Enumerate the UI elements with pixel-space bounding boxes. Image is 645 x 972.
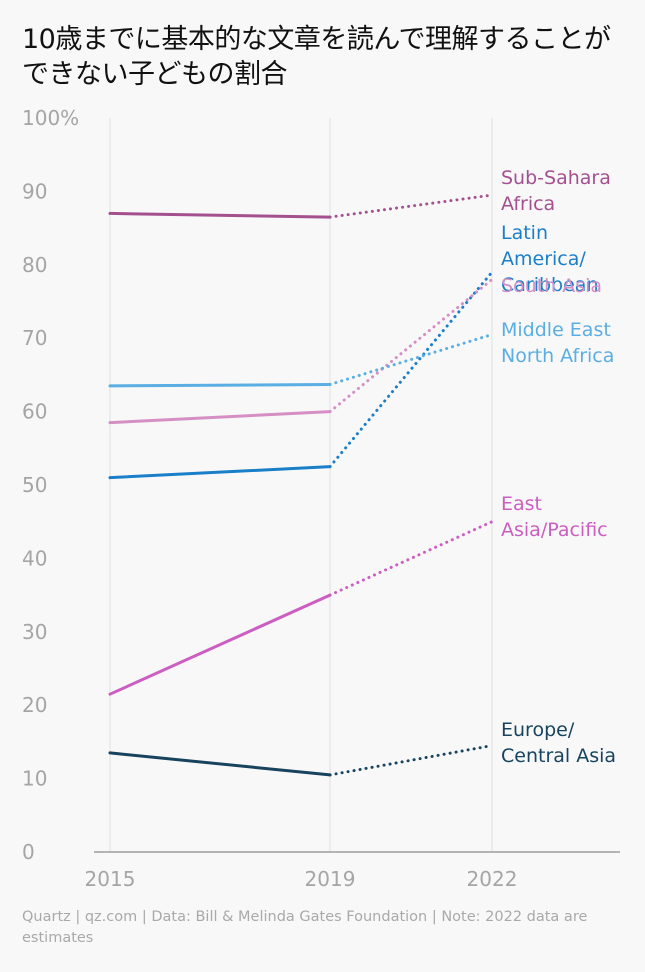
- y-tick-label: 0: [22, 840, 35, 864]
- x-tick-label: 2022: [467, 867, 518, 891]
- series-estimate-south-asia: [328, 277, 494, 414]
- y-tick-label: 60: [22, 400, 47, 424]
- y-tick-label: 90: [22, 179, 47, 203]
- x-tick-label: 2015: [85, 867, 136, 891]
- series-line-europe-central-asia: [108, 751, 332, 777]
- source-note: Quartz | qz.com | Data: Bill & Melinda G…: [22, 909, 588, 946]
- y-tick-label: 30: [22, 620, 47, 644]
- series-label-east-asia-pacific: East Asia/Pacific: [501, 493, 608, 541]
- series-labels: Sub-Sahara Africa Latin America/CaribbeanSo…: [501, 167, 616, 767]
- series-lines: [108, 193, 494, 777]
- series-estimate-latin-america-caribbean: [328, 270, 494, 469]
- y-tick-label: 70: [22, 326, 47, 350]
- series-line-middle-east-north-africa: [108, 382, 332, 388]
- y-tick-label: 20: [22, 693, 47, 717]
- chart-title: 10歳までに基本的な文章を読んで理解することができない子どもの割合: [22, 24, 611, 90]
- gridlines: [109, 118, 493, 852]
- series-estimate-europe-central-asia: [328, 744, 494, 777]
- series-line-sub-sahara-africa: [108, 211, 332, 219]
- line-chart: 0 10 20 30 40 50 60 70 80 90 100% 2015 2019 2022 Sub-…: [22, 106, 620, 891]
- series-label-sub-sahara-africa: Sub-Sahara Africa: [501, 167, 611, 215]
- series-estimate-east-asia-pacific: [328, 520, 494, 597]
- axes: 0 10 20 30 40 50 60 70 80 90 100% 2015 2019 2022: [22, 106, 620, 891]
- series-label-south-asia: South Asia: [501, 275, 602, 297]
- y-tick-label: 100%: [22, 106, 79, 130]
- series-line-south-asia: [108, 410, 332, 425]
- y-tick-label: 40: [22, 546, 47, 570]
- series-line-east-asia-pacific: [108, 593, 332, 696]
- y-tick-label: 10: [22, 767, 47, 791]
- series-label-latin-america-caribbean: Latin America/Caribbean: [501, 222, 599, 296]
- y-tick-label: 80: [22, 253, 47, 277]
- series-line-latin-america-caribbean: [108, 465, 332, 480]
- series-label-middle-east-north-africa: Middle East North Africa: [501, 319, 614, 367]
- series-label-europe-central-asia: Europe/Central Asia: [501, 719, 616, 767]
- x-tick-label: 2019: [305, 867, 356, 891]
- series-estimate-sub-sahara-africa: [328, 193, 494, 219]
- series-estimate-middle-east-north-africa: [328, 333, 494, 386]
- y-tick-label: 50: [22, 473, 47, 497]
